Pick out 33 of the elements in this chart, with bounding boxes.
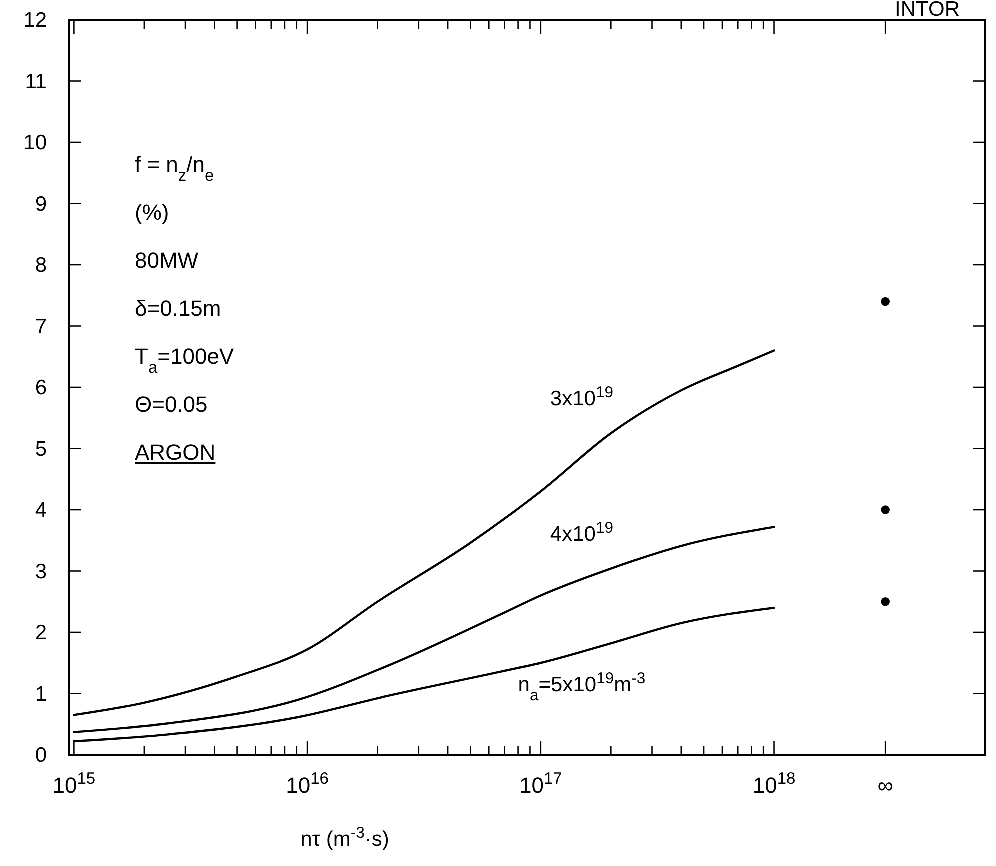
x-tick-label: 10$^{17}$ (519, 770, 562, 798)
y-tick-label: 4 (35, 499, 48, 522)
series-label: 4x10$^{19}$ (550, 519, 614, 546)
series-label: n$_{a}$=5x10$^{19}$m$^{-3}$ (518, 670, 646, 704)
point (881, 506, 890, 514)
annotation: ARGON (135, 440, 216, 465)
y-tick-label: 6 (35, 376, 47, 400)
y-tick-label: 9 (35, 192, 47, 216)
y-tick-label: 10 (24, 132, 47, 154)
y-tick-label: 0 (35, 744, 47, 767)
x-axis-title: nτ (m$^{-3}$·s) (300, 824, 390, 851)
x-tick-label: ∞ (878, 773, 894, 798)
y-tick-label: 3 (35, 560, 47, 584)
x-tick-label: 10$^{15}$ (52, 770, 96, 798)
chart-title: INTOR (895, 0, 960, 21)
y-tick-label: 7 (35, 315, 47, 338)
annotation: T$_{a}$=100eV (135, 344, 234, 377)
y-tick-label: 8 (35, 254, 47, 277)
y-tick-label: 2 (35, 622, 47, 644)
annotation: Θ=0.05 (135, 392, 208, 417)
y-tick-label: 12 (24, 9, 47, 32)
point (881, 297, 890, 306)
annotation: f = n$_{z}$/n$_{e}$ (135, 152, 214, 185)
annotation: 80MW (135, 248, 199, 273)
annotation: (%) (135, 200, 170, 225)
y-tick-label: 1 (35, 682, 47, 706)
point (881, 598, 890, 606)
annotation: δ=0.15m (135, 296, 222, 321)
y-tick-label: 5 (35, 438, 47, 461)
x-tick-label: 10$^{18}$ (752, 770, 796, 798)
series-label: 3x10$^{19}$ (550, 384, 614, 410)
x-tick-label: 10$^{16}$ (286, 770, 329, 798)
y-tick-label: 11 (25, 70, 47, 94)
